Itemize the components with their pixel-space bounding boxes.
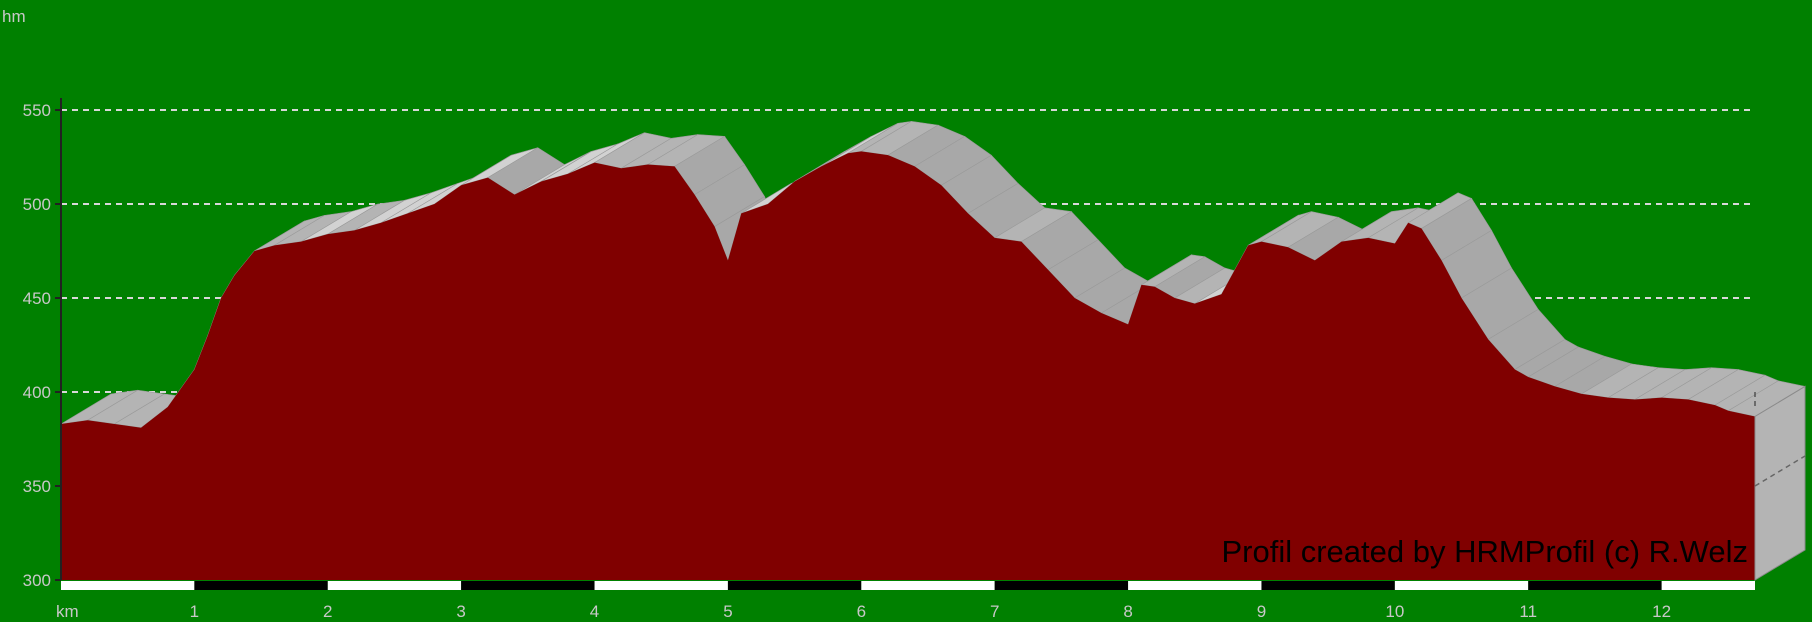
y-tick-label-450: 450 (23, 289, 51, 308)
credit-text: Profil created by HRMProfil (c) R.Welz (1221, 534, 1748, 569)
distance-bar-segment-10 (1394, 581, 1529, 590)
distance-bar-segment-8 (1128, 581, 1262, 590)
x-tick-label-5: 5 (723, 602, 732, 621)
y-tick-label-400: 400 (23, 383, 51, 402)
profile-end-face-panel (1754, 385, 1806, 581)
distance-bar-segment-3 (461, 581, 595, 590)
x-tick-label-1: 1 (190, 602, 199, 621)
distance-bar-segment-2 (327, 581, 462, 590)
y-axis-unit-label: hm (2, 7, 26, 26)
x-tick-label-3: 3 (456, 602, 465, 621)
x-tick-label-9: 9 (1257, 602, 1266, 621)
x-axis-unit-label: km (56, 602, 79, 621)
x-tick-label-4: 4 (590, 602, 599, 621)
end-face-grid-line (1754, 455, 1806, 487)
x-tick-label-6: 6 (857, 602, 866, 621)
distance-bar-segment-12 (1661, 581, 1755, 590)
distance-bar-segment-0 (61, 581, 195, 590)
distance-scale-bar (61, 581, 1755, 590)
distance-bar-segment-9 (1261, 581, 1395, 590)
distance-bar-segment-6 (861, 581, 995, 590)
elevation-profile-area (61, 151, 1755, 581)
y-tick-label-350: 350 (23, 477, 51, 496)
distance-bar-segment-5 (727, 581, 862, 590)
x-tick-label-2: 2 (323, 602, 332, 621)
y-tick-label-550: 550 (23, 101, 51, 120)
x-tick-label-10: 10 (1385, 602, 1404, 621)
x-tick-label-7: 7 (990, 602, 999, 621)
axes (55, 98, 62, 581)
x-tick-label-12: 12 (1652, 602, 1671, 621)
profile-end-face (1754, 385, 1806, 581)
x-tick-label-8: 8 (1123, 602, 1132, 621)
distance-bar-segment-1 (194, 581, 328, 590)
y-tick-label-300: 300 (23, 571, 51, 590)
x-tick-label-11: 11 (1519, 602, 1537, 621)
distance-bar-segment-11 (1528, 581, 1662, 590)
y-tick-label-500: 500 (23, 195, 51, 214)
distance-bar-segment-7 (994, 581, 1129, 590)
distance-bar-segment-4 (594, 581, 728, 590)
